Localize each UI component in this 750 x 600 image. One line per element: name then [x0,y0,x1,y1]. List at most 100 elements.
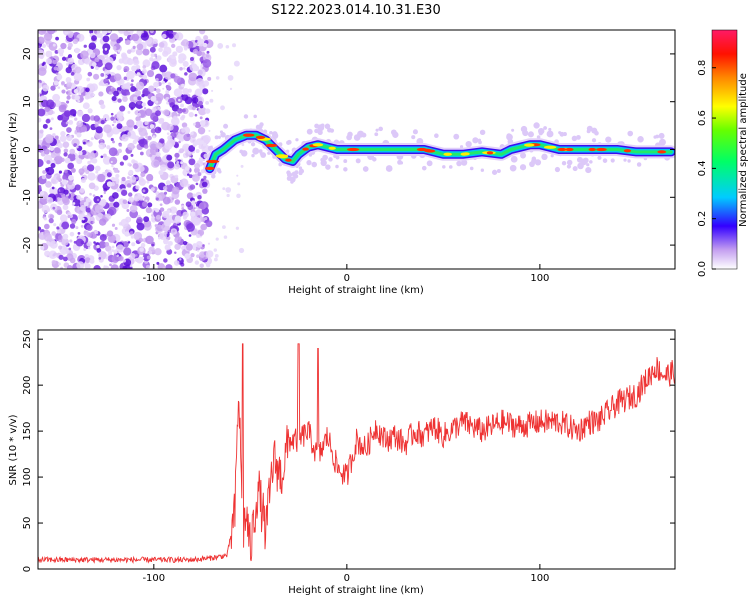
noise-speck-faint [220,105,225,111]
colorbar-gradient [711,29,738,270]
noise-speck-faint [104,74,108,79]
noise-speck [145,207,152,214]
noise-speck [93,30,98,34]
noise-speck [126,119,135,128]
noise-speck [178,135,185,142]
noise-speck [116,187,121,193]
noise-speck [38,144,43,153]
noise-speck [52,132,56,137]
noise-speck [111,192,119,199]
noise-speck [150,214,154,217]
y-tick-label: 20 [22,48,33,61]
noise-speck [194,162,201,169]
noise-speck [174,251,177,254]
noise-speck-faint [82,104,87,108]
noise-speck [57,86,61,89]
noise-speck [173,75,182,84]
noise-speck-faint [225,44,230,49]
noise-speck [52,59,58,65]
noise-speck [159,164,167,172]
noise-speck-faint [226,193,230,198]
noise-speck [85,90,94,99]
noise-speck [123,76,128,81]
noise-speck-faint [53,80,59,86]
noise-speck [135,81,145,90]
noise-speck [75,226,79,230]
noise-speck-faint [222,225,226,230]
y-tick-label: 100 [22,468,33,487]
noise-speck-faint [209,98,214,103]
noise-speck [147,202,153,208]
noise-speck-faint [233,60,240,67]
noise-speck [86,224,93,231]
noise-speck-faint [232,43,237,48]
noise-speck [48,250,58,260]
noise-speck [133,124,138,130]
noise-speck [105,245,112,252]
y-tick-label: 10 [22,95,33,108]
ridge-halo-speck [520,125,528,133]
noise-speck [61,56,67,61]
noise-speck [73,72,83,82]
noise-speck-faint [195,206,199,210]
ridge-halo-speck [306,128,313,135]
noise-speck-faint [76,158,83,165]
noise-speck-faint [33,105,36,108]
noise-speck [87,212,90,216]
noise-speck [61,237,69,246]
noise-speck-faint [49,255,52,258]
noise-speck [83,247,87,251]
frequency-ridge [203,114,675,184]
ridge-halo-speck [576,135,581,140]
noise-speck-faint [167,240,173,246]
noise-speck [72,38,79,45]
noise-speck [181,207,185,211]
noise-speck-faint [74,47,80,54]
noise-speck [120,218,129,227]
noise-speck [140,172,146,178]
noise-speck [87,71,93,77]
noise-speck [126,208,130,212]
y-tick-label: -10 [22,189,33,205]
noise-speck [119,78,125,85]
noise-speck [45,180,52,188]
noise-speck [100,120,105,125]
noise-speck [126,70,135,80]
noise-speck [145,135,149,139]
noise-speck [118,221,123,226]
noise-speck-faint [155,208,160,213]
noise-speck [135,48,143,56]
noise-speck-faint [174,215,181,222]
noise-speck [67,54,73,59]
ridge-halo-speck [591,127,598,134]
noise-speck [128,101,136,110]
noise-speck [96,198,100,202]
ridge-halo-speck [597,155,602,160]
noise-speck-faint [131,65,137,72]
noise-speck [85,169,90,175]
noise-speck [202,59,212,68]
noise-speck-faint [141,256,145,260]
noise-speck [188,107,192,110]
noise-speck [61,81,65,85]
noise-speck-faint [72,202,76,205]
ridge-halo-speck [519,164,527,171]
noise-speck [152,38,158,45]
noise-speck-faint [139,247,144,252]
noise-speck [66,95,71,100]
noise-speck [60,42,67,50]
noise-speck [82,141,86,145]
noise-speck [181,128,186,133]
y-tick-label: 200 [22,376,33,395]
noise-speck [111,176,115,181]
noise-speck-faint [181,83,185,88]
noise-speck [194,121,202,129]
noise-speck [104,68,111,75]
noise-speck-faint [238,247,245,254]
noise-speck [66,264,73,269]
noise-speck [154,126,162,134]
noise-speck [146,180,150,184]
ridge-halo-speck [243,114,249,119]
ridge-halo-speck [412,129,418,135]
noise-speck [201,144,211,154]
